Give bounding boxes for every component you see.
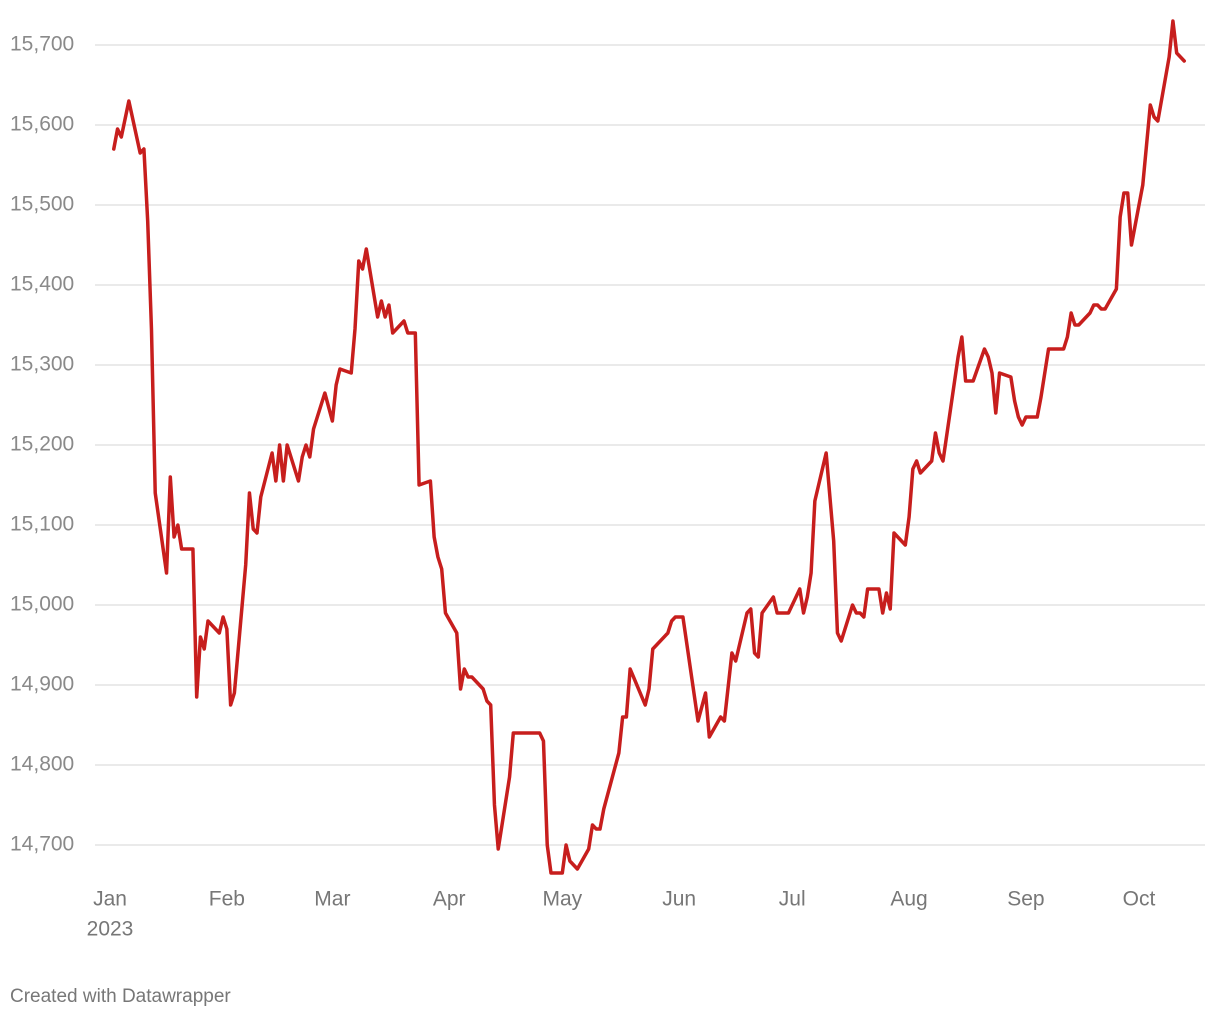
- x-tick-label: Oct: [1123, 888, 1156, 911]
- y-tick-label: 15,200: [10, 433, 74, 456]
- y-tick-label: 15,600: [10, 113, 74, 136]
- y-tick-label: 15,500: [10, 193, 74, 216]
- x-tick-label: Apr: [433, 888, 466, 911]
- y-tick-label: 15,700: [10, 33, 74, 56]
- y-tick-label: 14,800: [10, 753, 74, 776]
- footer: Created with Datawrapper: [10, 986, 231, 1007]
- y-tick-label: 14,700: [10, 833, 74, 856]
- x-tick-label: May: [542, 888, 582, 911]
- x-sublabel: 2023: [87, 918, 134, 941]
- y-tick-label: 14,900: [10, 673, 74, 696]
- x-tick-label: Sep: [1007, 888, 1044, 911]
- x-tick-label: Jul: [779, 888, 806, 911]
- y-tick-label: 15,000: [10, 593, 74, 616]
- x-tick-label: Jan: [93, 888, 127, 911]
- y-tick-label: 15,300: [10, 353, 74, 376]
- line: [112, 19, 1186, 875]
- x-tick-label: Jun: [662, 888, 696, 911]
- y-tick-label: 15,100: [10, 513, 74, 536]
- x-tick-label: Feb: [209, 888, 245, 911]
- x-tick-label: Mar: [314, 888, 350, 911]
- x-tick-label: Aug: [890, 888, 927, 911]
- y-tick-label: 15,400: [10, 273, 74, 296]
